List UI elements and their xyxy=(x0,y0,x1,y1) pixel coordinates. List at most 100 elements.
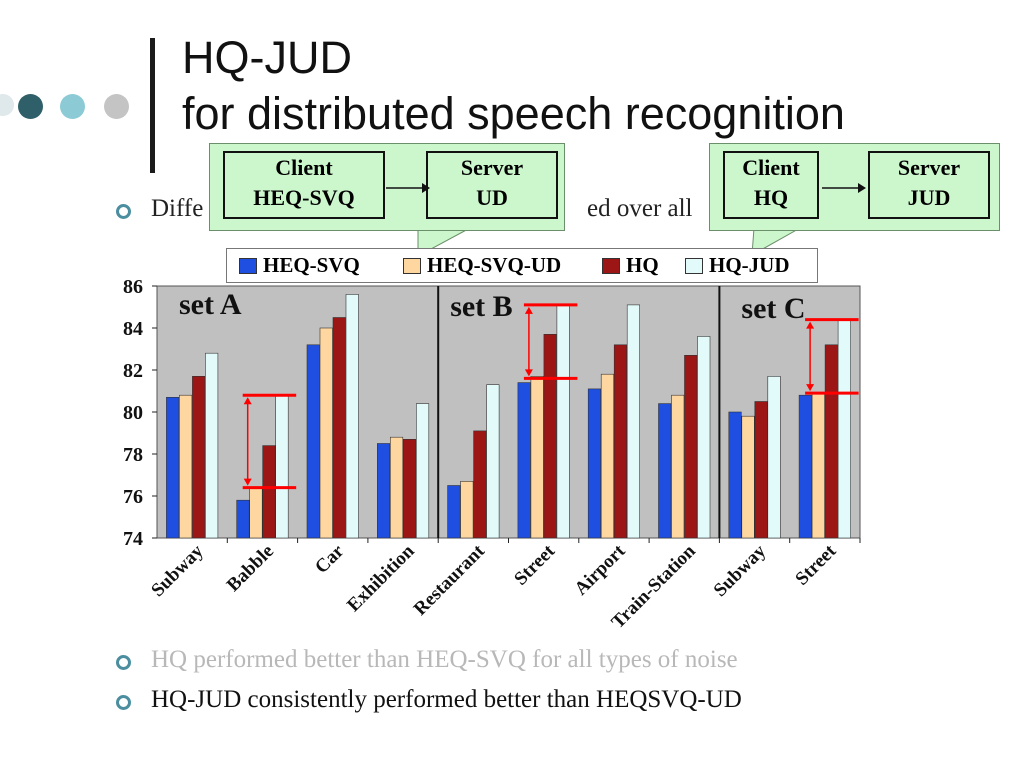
bar-heq-svq-ud xyxy=(741,415,755,539)
bar-heq-svq xyxy=(658,403,672,539)
bullet-marker xyxy=(116,204,131,219)
bar-hq-jud xyxy=(837,319,851,539)
x-tick-label: Street xyxy=(791,540,840,589)
bullet-2-text: HQ performed better than HEQ-SVQ for all… xyxy=(151,646,738,673)
decor-dot-teal xyxy=(60,94,85,119)
bullet-marker xyxy=(116,695,131,710)
bar-heq-svq xyxy=(517,382,531,539)
set-label: set B xyxy=(450,290,513,323)
client-box: Client HEQ-SVQ xyxy=(223,151,385,219)
bar-heq-svq-ud xyxy=(811,392,825,539)
x-tick-label: Exhibition xyxy=(343,540,419,616)
legend-swatch xyxy=(602,258,620,274)
y-tick-label: 78 xyxy=(123,444,143,466)
decor-dot-faded xyxy=(0,94,14,116)
bar-hq xyxy=(473,430,487,539)
range-arrow-head-up xyxy=(243,397,252,405)
legend-label: HEQ-SVQ-UD xyxy=(427,253,562,277)
bar-heq-svq-ud xyxy=(389,436,404,539)
bar-heq-svq xyxy=(728,411,742,539)
x-tick-label: Car xyxy=(311,540,349,578)
bar-heq-svq-ud xyxy=(460,480,474,539)
server-method: JUD xyxy=(907,185,951,210)
bar-hq xyxy=(613,344,628,539)
bar-heq-svq xyxy=(166,396,180,539)
bar-heq-svq xyxy=(236,499,250,539)
x-tick-label: Airport xyxy=(571,540,630,599)
bar-heq-svq-ud xyxy=(530,375,544,539)
bar-hq-jud xyxy=(205,352,219,539)
server-method: UD xyxy=(476,185,508,210)
bar-heq-svq-ud xyxy=(179,394,193,539)
decor-dot-dark xyxy=(18,94,43,119)
bar-hq xyxy=(402,438,417,539)
bar-hq-jud xyxy=(767,375,781,539)
chart-legend: HEQ-SVQ HEQ-SVQ-UD HQ HQ-JUD xyxy=(226,248,818,283)
bar-heq-svq xyxy=(447,485,461,539)
callout-1: Client HEQ-SVQ Server UD xyxy=(209,143,565,231)
bar-heq-svq-ud xyxy=(671,394,685,539)
bar-heq-svq xyxy=(376,443,391,539)
legend-label: HQ xyxy=(626,253,659,277)
callout-2-arrow xyxy=(822,183,866,193)
bar-hq xyxy=(192,375,206,539)
x-tick-label: Restaurant xyxy=(410,540,490,620)
callout-2: Client HQ Server JUD xyxy=(709,143,1000,231)
client-method: HEQ-SVQ xyxy=(253,185,355,210)
title-divider-bar xyxy=(150,38,155,173)
y-tick-label: 82 xyxy=(123,360,143,382)
set-label: set C xyxy=(741,292,805,325)
server-box: Server UD xyxy=(426,151,558,219)
bar-hq xyxy=(684,354,698,539)
bar-hq-jud xyxy=(275,394,289,539)
range-arrow-head-down xyxy=(243,478,252,486)
server-box: Server JUD xyxy=(868,151,990,219)
decor-dot-gray xyxy=(104,94,129,119)
bar-hq-jud xyxy=(486,384,500,539)
range-arrow-head-down xyxy=(524,369,533,377)
bar-hq xyxy=(262,445,276,539)
bullet-marker xyxy=(116,655,131,670)
x-tick-label: Babble xyxy=(223,541,278,596)
bar-hq-jud xyxy=(415,403,430,539)
bar-heq-svq xyxy=(306,344,320,539)
bar-hq-jud xyxy=(626,304,641,539)
bar-heq-svq-ud xyxy=(600,373,615,539)
bar-heq-svq xyxy=(587,388,602,539)
server-label: Server xyxy=(460,155,524,180)
range-arrow-head-up xyxy=(806,321,815,329)
y-tick-label: 86 xyxy=(123,276,143,298)
legend-swatch xyxy=(239,258,257,274)
range-arrow-head-up xyxy=(524,306,533,314)
bar-hq xyxy=(754,401,768,539)
client-label: Client xyxy=(742,155,800,180)
y-tick-label: 80 xyxy=(123,402,143,424)
bar-hq xyxy=(824,344,838,539)
bullet-1-text-start: Diffe xyxy=(151,195,204,222)
x-tick-label: Subway xyxy=(710,540,771,601)
bar-heq-svq-ud xyxy=(249,487,263,539)
legend-label: HQ-JUD xyxy=(709,253,790,277)
bar-hq xyxy=(543,333,557,539)
server-label: Server xyxy=(897,155,961,180)
title-line-1: HQ-JUD xyxy=(182,32,352,83)
legend-swatch xyxy=(685,258,703,274)
legend-swatch xyxy=(403,258,421,274)
legend-label: HEQ-SVQ xyxy=(263,253,360,277)
bar-hq-jud xyxy=(697,336,711,539)
client-box: Client HQ xyxy=(723,151,819,219)
y-tick-label: 74 xyxy=(123,528,143,550)
bar-hq-jud xyxy=(345,294,359,539)
set-label: set A xyxy=(179,288,242,321)
range-arrow-head-down xyxy=(806,384,815,392)
bar-hq-jud xyxy=(556,304,570,539)
client-method: HQ xyxy=(753,185,789,210)
bar-heq-svq-ud xyxy=(319,327,333,539)
y-tick-label: 84 xyxy=(123,318,143,340)
bullet-1-text-end: ed over all xyxy=(587,195,693,222)
x-tick-label: Subway xyxy=(147,540,208,601)
bar-hq xyxy=(332,317,346,539)
callout-1-arrow xyxy=(386,183,430,193)
slide-title: HQ-JUD for distributed speech recognitio… xyxy=(182,30,845,142)
